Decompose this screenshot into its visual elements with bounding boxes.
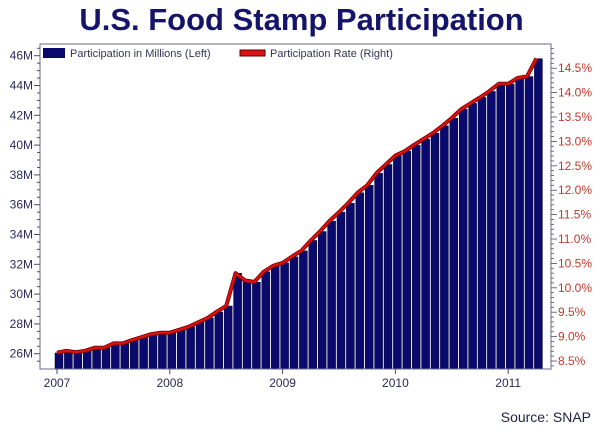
x-tick-label: 2007 [44, 376, 71, 390]
bar [477, 97, 487, 370]
bar [223, 305, 233, 370]
bar [148, 334, 158, 370]
bar [101, 347, 111, 370]
bar [176, 329, 186, 370]
bar [233, 272, 242, 370]
bar [468, 103, 477, 370]
legend-label-bars: Participation in Millions (Left) [70, 48, 211, 60]
bar [129, 340, 139, 370]
right-tick-label: 13.0% [558, 134, 592, 148]
bar [317, 231, 327, 370]
bar [261, 271, 271, 370]
plot-frame [39, 43, 552, 370]
legend-swatch-bars [43, 48, 65, 58]
right-tick-label: 12.0% [558, 183, 592, 197]
right-tick-label: 9.5% [558, 305, 586, 319]
bar [139, 337, 148, 370]
bar [195, 322, 205, 370]
chart-title: U.S. Food Stamp Participation [79, 2, 524, 37]
bar [242, 280, 252, 370]
bar [82, 350, 92, 370]
left-tick-label: 32M [10, 257, 33, 271]
left-tick-label: 44M [10, 79, 33, 93]
right-tick-label: 12.5% [558, 159, 592, 173]
legend: Participation in Millions (Left) Partici… [43, 48, 393, 60]
x-tick-label: 2009 [269, 376, 296, 390]
x-tick-label: 2010 [382, 376, 409, 390]
bar [458, 109, 468, 370]
legend-label-line: Participation Rate (Right) [270, 48, 393, 60]
bar [346, 202, 355, 370]
bar [374, 173, 383, 370]
left-tick-label: 34M [10, 228, 33, 242]
left-tick-label: 30M [10, 287, 33, 301]
bar [327, 220, 336, 370]
bar [111, 343, 120, 370]
bar [440, 125, 449, 370]
bar [92, 347, 101, 370]
bar [270, 265, 280, 370]
legend-swatch-line [239, 49, 266, 57]
bar [496, 83, 506, 370]
right-tick-label: 10.5% [558, 256, 592, 270]
bar [158, 332, 167, 370]
bar [205, 317, 214, 370]
bar [411, 144, 421, 370]
bar [73, 351, 83, 370]
bar [421, 138, 430, 370]
bar-series [54, 58, 543, 370]
bar [430, 132, 440, 370]
left-tick-label: 26M [10, 347, 33, 361]
bar [487, 91, 496, 370]
right-tick-label: 13.5% [558, 110, 592, 124]
bar [252, 281, 261, 370]
bar [534, 58, 543, 370]
right-tick-label: 14.0% [558, 86, 592, 100]
left-tick-label: 38M [10, 168, 33, 182]
bar [515, 77, 524, 370]
right-tick-label: 9.0% [558, 330, 586, 344]
bar [214, 311, 224, 370]
bar [355, 192, 365, 370]
left-tick-label: 42M [10, 108, 33, 122]
left-tick-label: 40M [10, 138, 33, 152]
bar [524, 76, 534, 370]
left-tick-label: 28M [10, 317, 33, 331]
bar [299, 250, 308, 370]
bar [449, 118, 459, 370]
right-tick-label: 11.0% [558, 232, 591, 246]
bar [393, 155, 402, 370]
right-tick-label: 14.5% [558, 61, 592, 75]
bar [505, 83, 515, 370]
rate-line-series [56, 57, 539, 355]
rate-line [56, 57, 538, 354]
right-tick-label: 11.5% [558, 208, 591, 222]
bar [364, 185, 374, 370]
bar [280, 262, 289, 370]
x-tick-label: 2008 [156, 376, 183, 390]
bar [289, 256, 299, 370]
bar [167, 332, 177, 370]
bar [308, 240, 318, 370]
right-tick-label: 8.5% [558, 354, 586, 368]
x-tick-label: 2011 [495, 376, 521, 390]
bar [402, 150, 412, 370]
bar [120, 343, 130, 370]
bar [186, 326, 195, 370]
left-tick-label: 46M [10, 49, 33, 63]
right-tick-label: 10.0% [558, 281, 592, 295]
axes: 26M 28M 30M 32M 34M 36M 38M 40M 42M 44M 46M 8.5% 9.0… [10, 47, 592, 390]
source-note: Source: SNAP [500, 409, 591, 425]
bar [54, 352, 64, 370]
left-tick-label: 36M [10, 198, 33, 212]
bar [336, 211, 346, 370]
bar [383, 164, 393, 370]
